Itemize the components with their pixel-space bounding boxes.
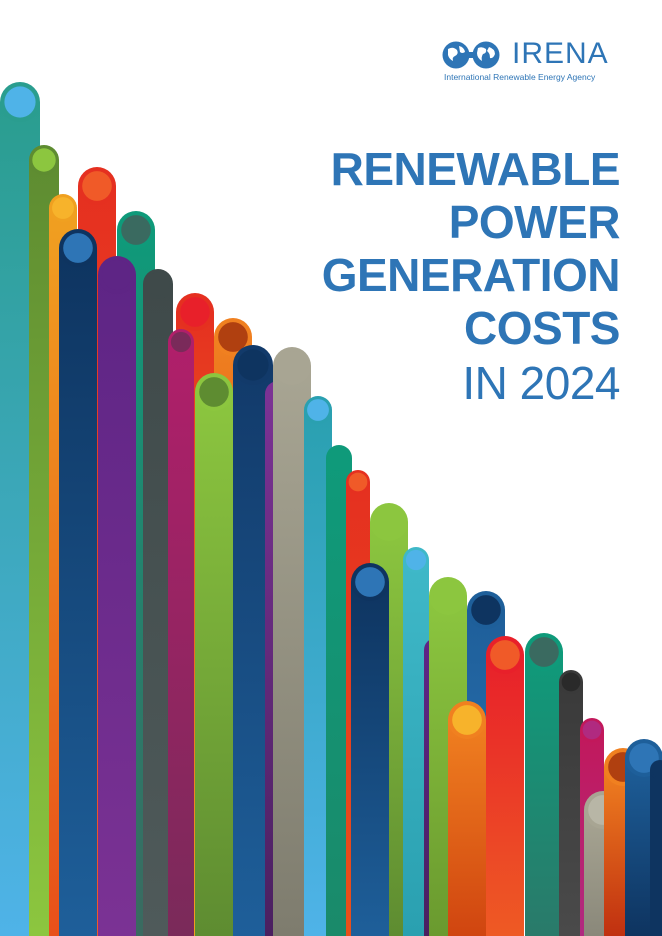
decorative-bar	[559, 670, 583, 936]
title-subtitle: IN 2024	[462, 357, 620, 409]
decorative-bar	[650, 760, 662, 936]
decorative-bar	[168, 329, 194, 936]
report-title: RENEWABLE POWER GENERATION COSTS IN 2024	[321, 143, 621, 411]
decorative-bar	[448, 701, 486, 936]
decorative-bar	[195, 373, 233, 936]
decorative-bar	[98, 256, 136, 936]
brand-full-name: International Renewable Energy Agency	[444, 72, 596, 82]
title-line-1: RENEWABLE	[330, 143, 621, 195]
brand-name: IRENA	[512, 37, 609, 70]
decorative-bar	[486, 636, 524, 936]
decorative-bar	[525, 633, 563, 936]
irena-logo: IRENA International Renewable Energy Age…	[440, 38, 630, 88]
title-line-3: GENERATION	[321, 249, 621, 301]
globe-icon	[442, 41, 500, 69]
decorative-bar	[59, 229, 97, 936]
title-line-4: COSTS	[464, 302, 620, 354]
title-line-2: POWER	[448, 196, 621, 248]
decorative-bar	[351, 563, 389, 936]
